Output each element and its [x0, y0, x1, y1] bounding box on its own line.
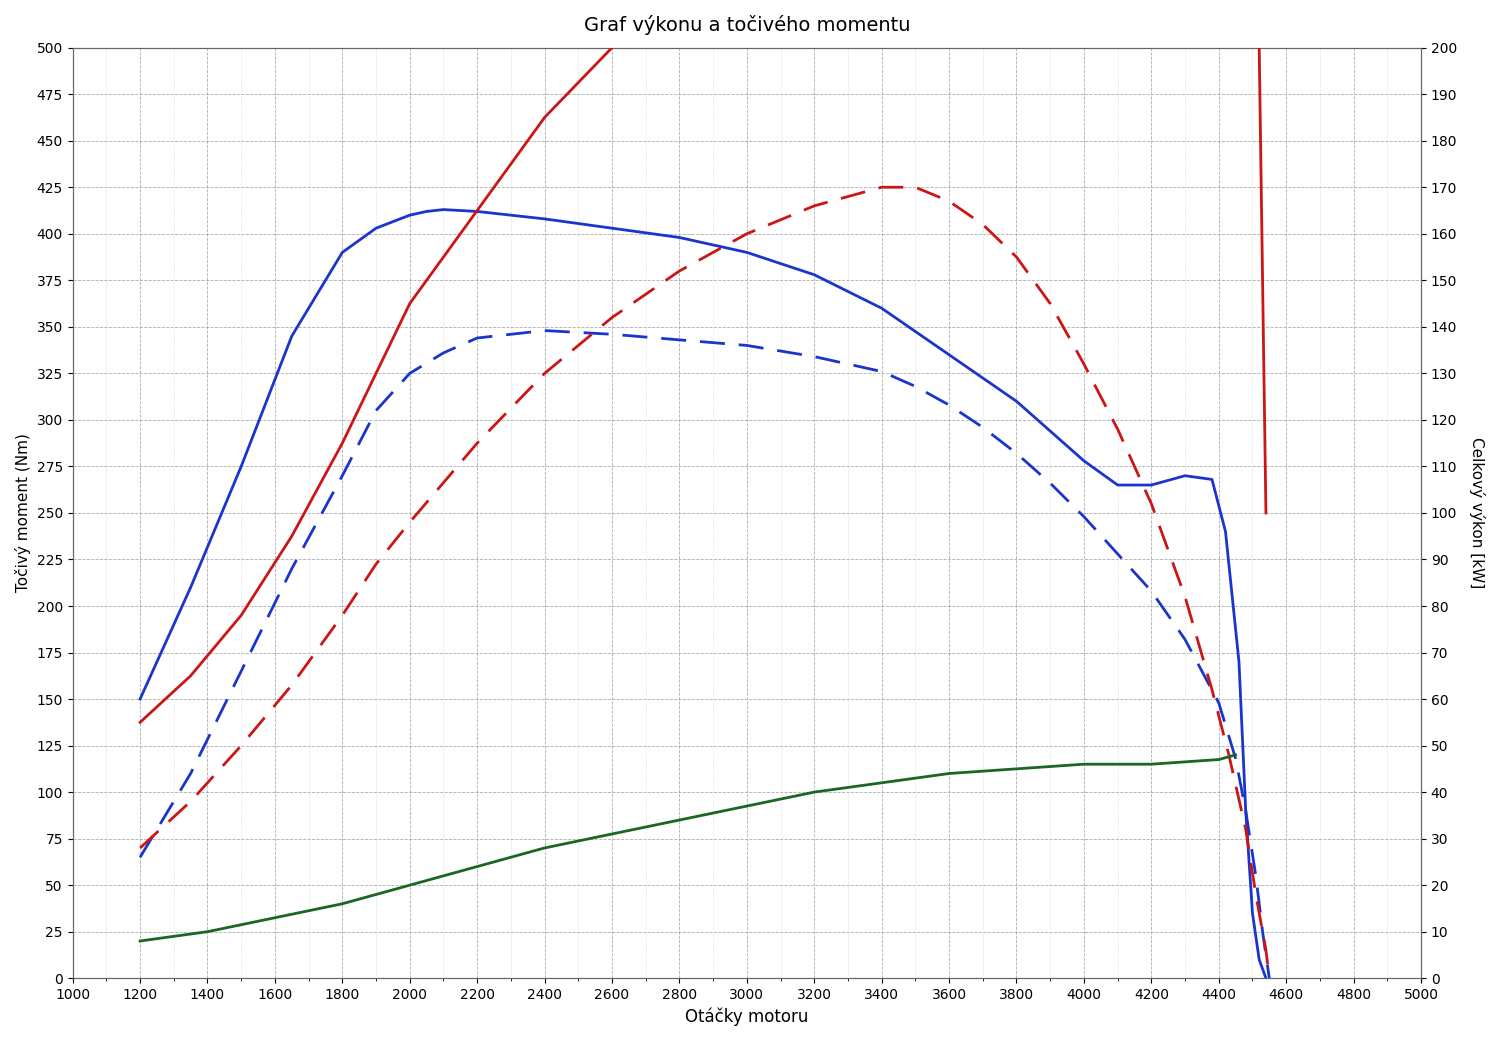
- Y-axis label: Celkový výkon [kW]: Celkový výkon [kW]: [1468, 437, 1485, 588]
- Y-axis label: Točivý moment (Nm): Točivý moment (Nm): [15, 433, 32, 592]
- X-axis label: Otáčky motoru: Otáčky motoru: [686, 1008, 808, 1026]
- Title: Graf výkonu a točivého momentu: Graf výkonu a točivého momentu: [584, 15, 910, 35]
